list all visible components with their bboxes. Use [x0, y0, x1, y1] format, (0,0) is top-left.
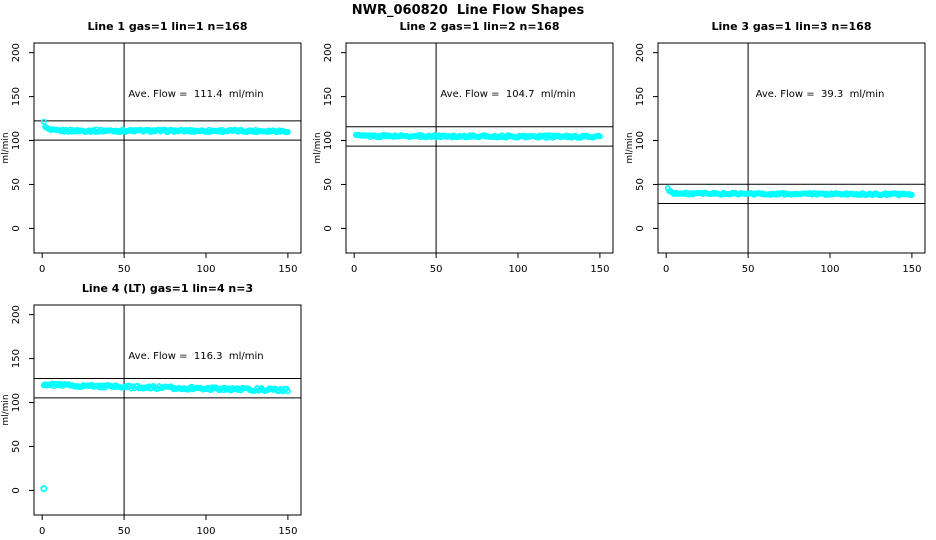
- plot-area: 0 50 100 150 0 50 100 150 200 ml/min: [1, 304, 302, 537]
- plot-area: 0 50 100 150 0 50 100 150 200 ml/min: [625, 42, 926, 275]
- plot-box: [33, 42, 302, 254]
- x-tick-label: 100: [196, 526, 215, 537]
- y-tick-label: 200: [323, 43, 334, 62]
- data-point: [596, 133, 603, 140]
- panel-title: Line 3 gas=1 lin=3 n=168: [711, 20, 872, 33]
- page-title: NWR_060820 Line Flow Shapes: [351, 3, 585, 18]
- y-tick-label: 150: [323, 87, 334, 106]
- x-tick-label: 100: [820, 264, 839, 275]
- y-axis-label: ml/min: [1, 394, 11, 425]
- x-tick-label: 150: [278, 526, 297, 537]
- panel-line-4: 0 50 100 150 0 50 100 150 200 ml/min Line 4 (LT) …: [0, 282, 312, 540]
- x-tick-label: 150: [590, 264, 609, 275]
- panel-line-2: 0 50 100 150 0 50 100 150 200 ml/min Line 2 gas=1…: [312, 20, 624, 278]
- y-tick-label: 0: [635, 225, 646, 231]
- plot-area: 0 50 100 150 0 50 100 150 200 ml/min: [1, 42, 302, 275]
- panel-title: Line 2 gas=1 lin=2 n=168: [399, 20, 560, 33]
- ave-flow-annotation: Ave. Flow = 111.4 ml/min: [128, 89, 264, 100]
- y-tick-label: 100: [323, 131, 334, 150]
- y-tick-label: 200: [11, 305, 22, 324]
- ave-flow-annotation: Ave. Flow = 116.3 ml/min: [128, 351, 264, 362]
- x-tick-label: 150: [278, 264, 297, 275]
- y-tick-label: 200: [635, 43, 646, 62]
- data-point: [908, 191, 915, 198]
- y-axis-label: ml/min: [625, 132, 635, 163]
- panel-title: Line 4 (LT) gas=1 lin=4 n=3: [81, 282, 254, 295]
- x-tick-label: 0: [39, 526, 45, 537]
- data-point: [284, 128, 291, 135]
- plot-box: [33, 304, 302, 516]
- x-tick-label: 150: [902, 264, 921, 275]
- x-tick-label: 0: [39, 264, 45, 275]
- y-tick-label: 50: [11, 178, 22, 191]
- data-point: [40, 118, 47, 125]
- panel-title: Line 1 gas=1 lin=1 n=168: [87, 20, 248, 33]
- ave-flow-annotation: Ave. Flow = 39.3 ml/min: [755, 89, 885, 100]
- y-tick-label: 150: [635, 87, 646, 106]
- y-tick-label: 50: [323, 178, 334, 191]
- y-tick-label: 150: [11, 349, 22, 368]
- x-tick-label: 50: [430, 264, 443, 275]
- x-tick-label: 50: [118, 526, 131, 537]
- y-tick-label: 100: [635, 131, 646, 150]
- y-tick-label: 200: [11, 43, 22, 62]
- plot-box: [657, 42, 926, 254]
- ave-flow-annotation: Ave. Flow = 104.7 ml/min: [440, 89, 576, 100]
- x-tick-label: 50: [118, 264, 131, 275]
- y-tick-label: 150: [11, 87, 22, 106]
- data-point: [284, 388, 291, 395]
- y-tick-label: 50: [635, 178, 646, 191]
- x-tick-label: 100: [508, 264, 527, 275]
- x-tick-label: 100: [196, 264, 215, 275]
- x-tick-label: 0: [351, 264, 357, 275]
- plot-box: [345, 42, 614, 254]
- x-tick-label: 0: [663, 264, 669, 275]
- y-axis-label: ml/min: [1, 132, 11, 163]
- outlier-point: [40, 485, 48, 493]
- y-tick-label: 0: [323, 225, 334, 231]
- y-tick-label: 100: [11, 131, 22, 150]
- plot-area: 0 50 100 150 0 50 100 150 200 ml/min: [313, 42, 614, 275]
- y-axis-label: ml/min: [313, 132, 323, 163]
- y-tick-label: 50: [11, 440, 22, 453]
- y-tick-label: 0: [11, 225, 22, 231]
- y-tick-label: 100: [11, 393, 22, 412]
- y-tick-label: 0: [11, 487, 22, 493]
- panel-line-1: 0 50 100 150 0 50 100 150 200 ml/min Line 1 gas=1…: [0, 20, 312, 278]
- panel-line-3: 0 50 100 150 0 50 100 150 200 ml/min Line 3 gas=1…: [624, 20, 936, 278]
- x-tick-label: 50: [742, 264, 755, 275]
